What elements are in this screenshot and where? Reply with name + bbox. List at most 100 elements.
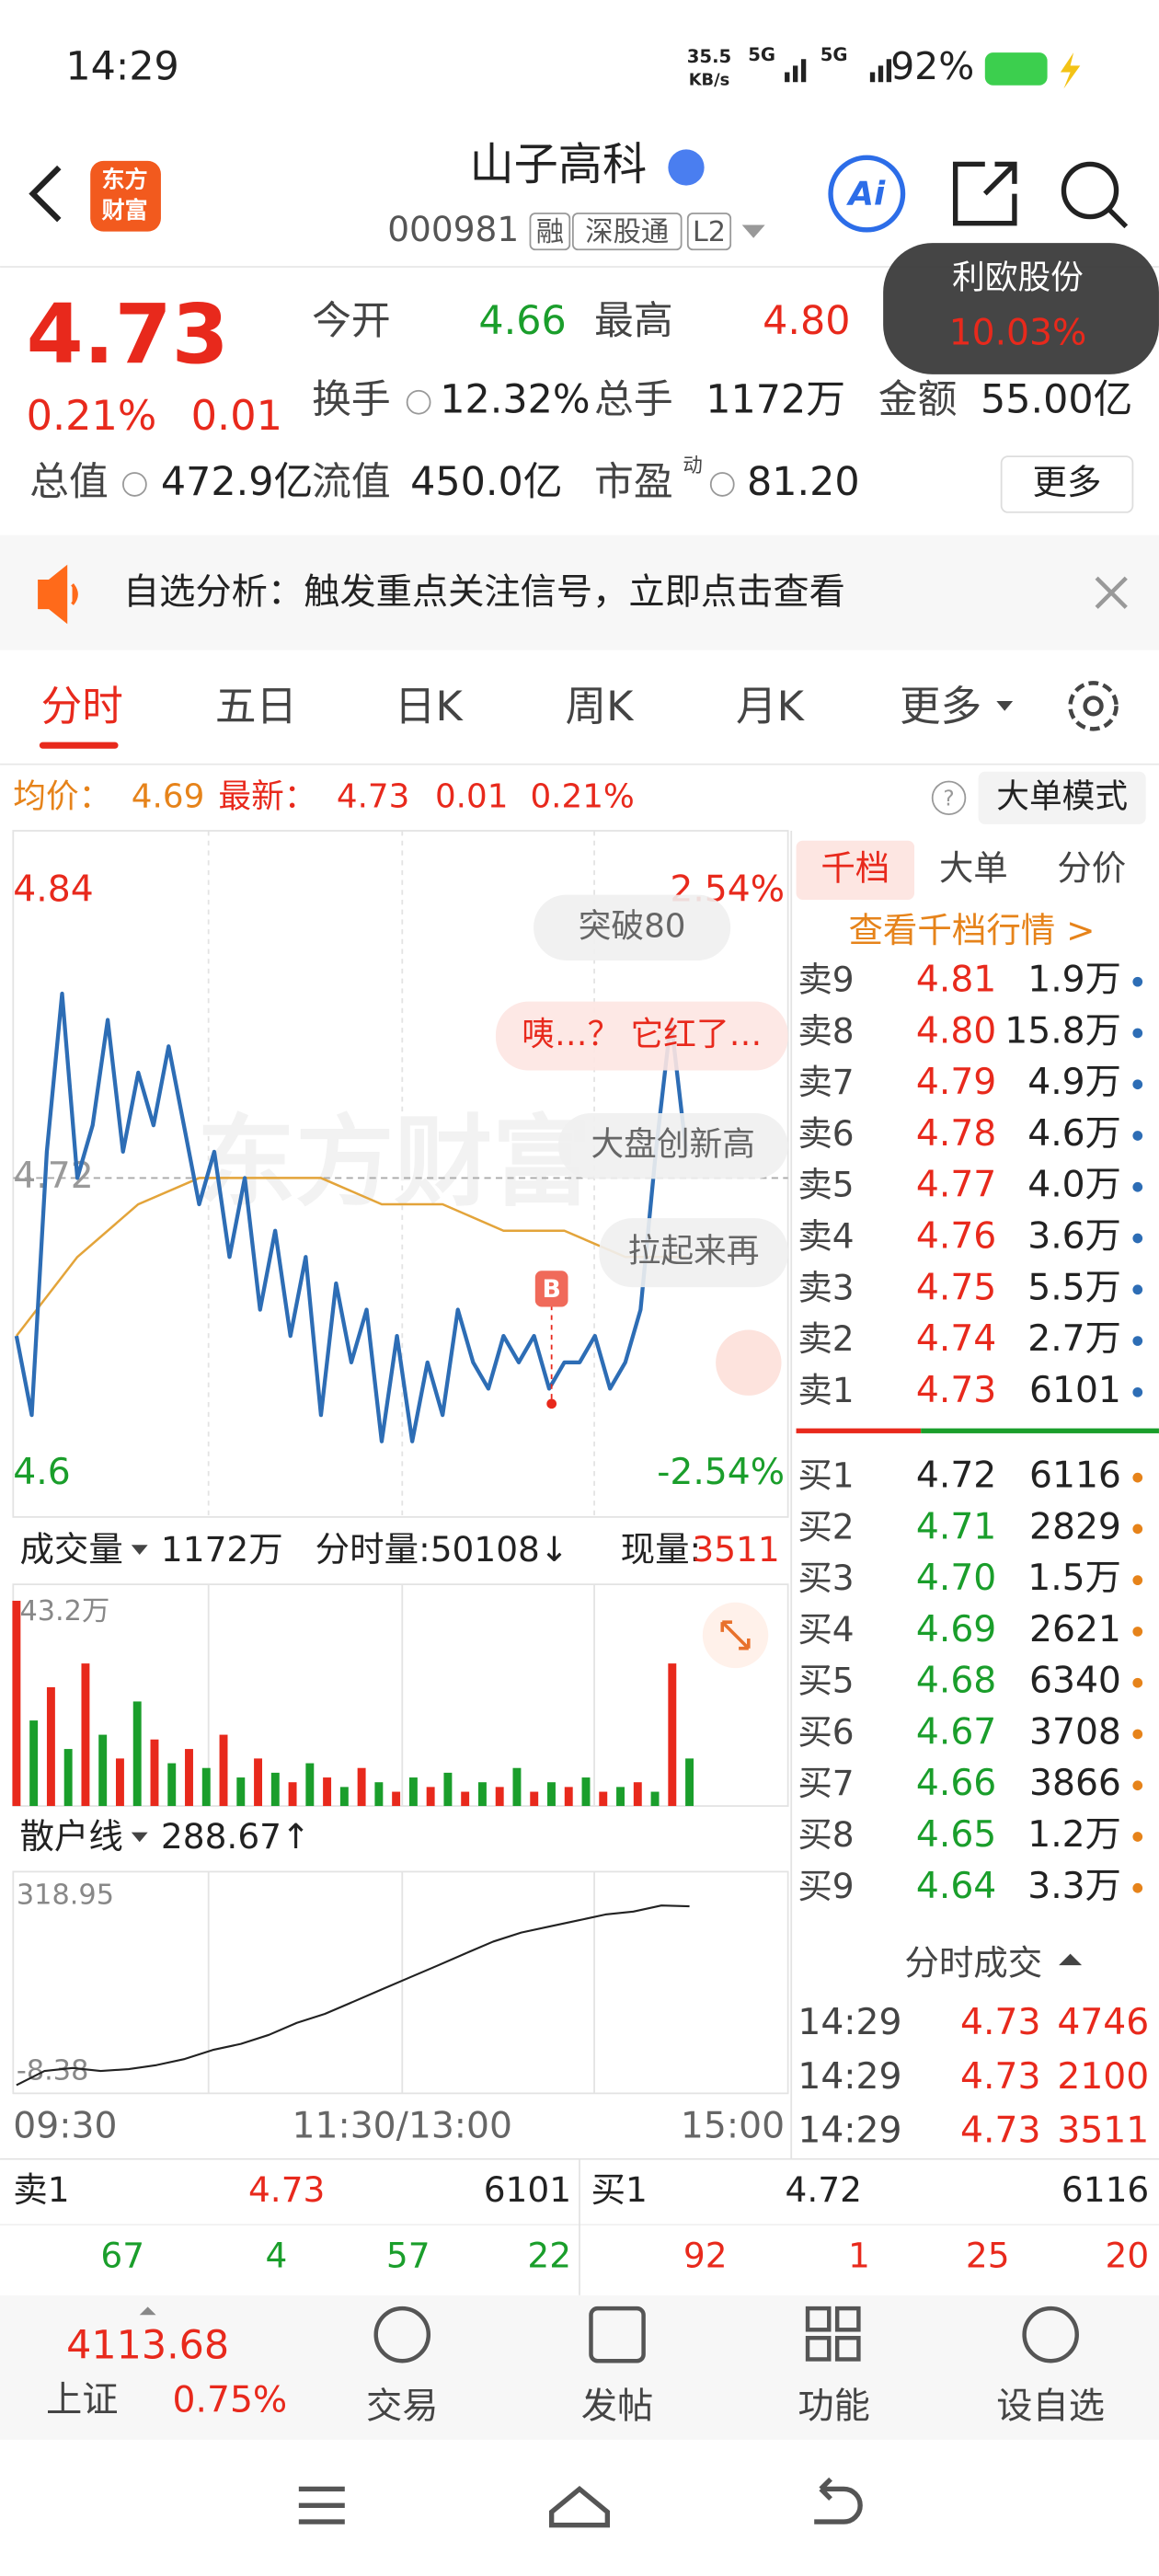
signal-text: B [542, 1275, 560, 1304]
volume-bar [185, 1749, 193, 1807]
mode-button[interactable] [978, 771, 1146, 824]
book-volume: 15.8万 [1004, 1010, 1121, 1052]
l1-price: 4.72 [786, 2169, 862, 2210]
trade-price: 4.73 [960, 2002, 1040, 2043]
comment-text: 大盘创新高 [591, 1126, 755, 1164]
nav-icons [373, 2306, 1079, 2363]
l1-count: 4 [266, 2235, 288, 2275]
tag-box [529, 213, 571, 251]
divider [0, 763, 1159, 765]
volume-bar [219, 1734, 228, 1807]
book-price: 4.78 [916, 1113, 996, 1155]
battery: 92% [890, 44, 974, 88]
volume-bar [98, 1734, 108, 1807]
index-value[interactable]: 4113.68 [66, 2322, 229, 2368]
help-icon[interactable] [931, 780, 967, 816]
book-level: 卖1 [798, 1370, 854, 1410]
nav-label[interactable]: 设自选 [996, 2386, 1105, 2427]
book-dot [1132, 1472, 1143, 1483]
book-dot [1132, 976, 1143, 987]
field-value: 472.9亿 [161, 459, 313, 505]
more-button-text[interactable]: 更多 [1033, 462, 1102, 502]
volume-bar [150, 1739, 159, 1807]
close-button[interactable] [1095, 576, 1128, 609]
field-label: 总手 [594, 377, 673, 423]
tab[interactable]: 更多 [900, 683, 981, 730]
book-volume: 2.7万 [1027, 1318, 1121, 1360]
comment-bubble[interactable] [599, 1218, 788, 1288]
code-dropdown[interactable] [741, 224, 765, 238]
tab[interactable]: 五日 [215, 683, 297, 730]
tab[interactable]: 日K [395, 683, 465, 730]
tab-more-arrow [996, 701, 1014, 711]
book-volume: 5.5万 [1027, 1267, 1121, 1308]
trades-title: 分时成交 [904, 1943, 1042, 1984]
redpacket-icon[interactable] [716, 1329, 782, 1396]
volume-bar [633, 1782, 642, 1807]
book-price: 4.75 [916, 1267, 996, 1308]
tab[interactable]: 月K [736, 683, 806, 730]
volume-bar [650, 1791, 660, 1807]
field-value: 4.80 [763, 298, 850, 344]
volume-bar [374, 1782, 384, 1807]
banner-text[interactable]: 自选分析：触发重点关注信号，立即点击查看 [123, 572, 845, 614]
speaker-icon [38, 564, 78, 625]
system-nav[interactable] [298, 2477, 863, 2528]
field-label: 总值 [29, 459, 109, 505]
book-link[interactable]: 查看千档行情 > [848, 910, 1095, 950]
book-level: 买8 [798, 1814, 854, 1855]
chart-title[interactable]: 散户线 [19, 1816, 122, 1857]
settings-button[interactable] [1068, 681, 1119, 731]
book-price: 4.74 [916, 1318, 996, 1360]
back-button[interactable] [29, 165, 62, 223]
book-level: 买3 [798, 1558, 854, 1598]
volume-bar [29, 1720, 39, 1807]
chart-value: 288.67↑ [161, 1816, 311, 1857]
book-volume: 6116 [1029, 1455, 1121, 1497]
book-level: 卖6 [798, 1113, 854, 1154]
l1-price: 4.73 [248, 2169, 325, 2210]
book-price: 4.72 [916, 1455, 996, 1497]
book-price: 4.77 [916, 1165, 996, 1206]
last-change: 0.01 [435, 777, 508, 815]
nav-label[interactable]: 交易 [366, 2386, 439, 2427]
field-value: 1172万 [706, 377, 845, 423]
volume-bar [167, 1763, 177, 1807]
comment-bubble[interactable] [534, 894, 731, 960]
book-dot [1132, 1233, 1143, 1244]
logo-text: 东方 [102, 166, 148, 192]
search-button[interactable] [1061, 161, 1129, 229]
ai-button[interactable] [828, 155, 906, 233]
volume-bar [616, 1787, 625, 1807]
book-price: 4.70 [916, 1558, 996, 1599]
banner-bg[interactable] [0, 535, 1159, 650]
nav-label[interactable]: 功能 [798, 2386, 870, 2427]
net-speed: KB/s [689, 70, 730, 89]
book-tab[interactable]: 分价 [1057, 847, 1126, 888]
book-price: 4.69 [916, 1609, 996, 1650]
share-button[interactable] [952, 161, 1017, 226]
book-tab[interactable]: 千档 [820, 847, 889, 888]
nav-label[interactable]: 发帖 [581, 2386, 654, 2427]
more-button[interactable] [1000, 455, 1134, 513]
book-volume: 6101 [1029, 1370, 1121, 1411]
last-value: 4.73 [337, 777, 409, 815]
chart-title[interactable]: 成交量 [19, 1529, 122, 1570]
tab[interactable]: 分时 [41, 683, 123, 730]
volume-bar [132, 1701, 142, 1807]
book-volume: 1.5万 [1027, 1558, 1121, 1599]
tab[interactable]: 周K [565, 683, 635, 730]
book-tab[interactable]: 大单 [939, 847, 1008, 888]
mode-text[interactable]: 大单模式 [996, 777, 1128, 815]
comment-text: 拉起来再 [628, 1233, 760, 1271]
retail-line [16, 1904, 690, 2087]
comment-bubble[interactable] [557, 1112, 788, 1179]
comment-bubble[interactable] [495, 1001, 788, 1071]
book-price: 4.68 [916, 1661, 996, 1702]
trade-time: 14:29 [798, 2110, 901, 2152]
volume-bar [426, 1787, 435, 1807]
book-divider-red [796, 1428, 922, 1433]
signal-icons [785, 52, 1081, 89]
